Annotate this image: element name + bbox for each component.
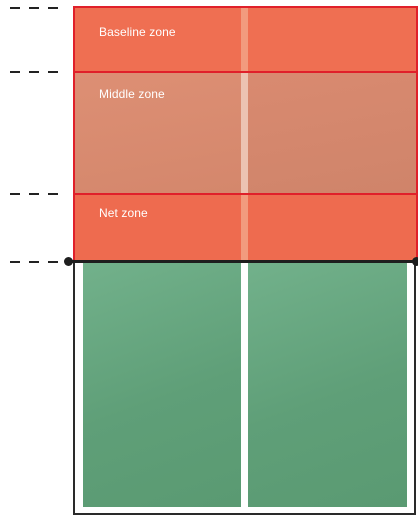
net-post-right xyxy=(412,257,418,266)
net-post-left xyxy=(64,257,73,266)
baseline-dash-3 xyxy=(48,7,58,9)
net-zone-center-line xyxy=(241,195,248,261)
net-dash-2 xyxy=(29,261,39,263)
baseline-zone: Baseline zone xyxy=(73,6,418,72)
net-line xyxy=(66,260,418,263)
net-dash-3 xyxy=(48,261,58,263)
net-zone-dash-2 xyxy=(29,193,39,195)
near-court-left-box xyxy=(83,262,241,507)
middle-zone-label: Middle zone xyxy=(99,87,165,101)
net-zone-left-box xyxy=(75,195,241,261)
baseline-zone-left-box xyxy=(75,8,241,72)
middle-dash-2 xyxy=(29,71,39,73)
middle-zone: Middle zone xyxy=(73,71,418,195)
net-zone: Net zone xyxy=(73,193,418,263)
middle-zone-center-line xyxy=(241,73,248,193)
baseline-dash-1 xyxy=(10,7,20,9)
middle-dash-3 xyxy=(48,71,58,73)
near-court xyxy=(73,262,416,515)
net-zone-dash-3 xyxy=(48,193,58,195)
middle-zone-left-box xyxy=(75,73,241,193)
net-zone-dash-1 xyxy=(10,193,20,195)
baseline-zone-center-line xyxy=(241,8,248,72)
net-zone-label: Net zone xyxy=(99,206,148,220)
net-dash-1 xyxy=(10,261,20,263)
net-zone-right-box xyxy=(248,195,416,261)
middle-dash-1 xyxy=(10,71,20,73)
baseline-dash-2 xyxy=(29,7,39,9)
middle-zone-right-box xyxy=(248,73,416,193)
near-court-right-box xyxy=(248,262,407,507)
baseline-zone-label: Baseline zone xyxy=(99,25,176,39)
baseline-zone-right-box xyxy=(248,8,416,72)
